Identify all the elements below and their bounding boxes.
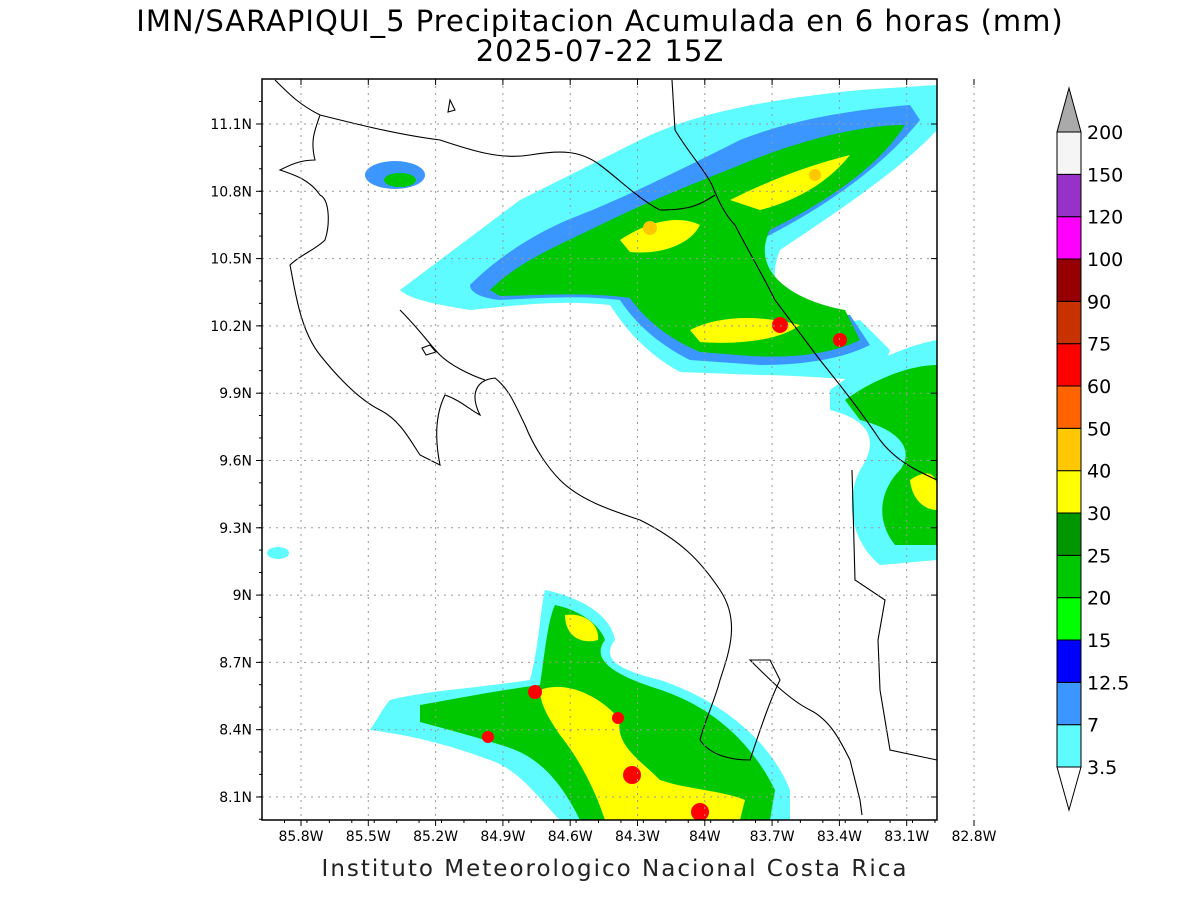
- border-pan: [851, 469, 937, 761]
- colorbar-label: 40: [1087, 461, 1111, 483]
- lat-tick-label: 9.9N: [219, 386, 252, 402]
- lon-axis-labels: 85.8W 85.5W 85.2W 84.9W 84.6W 84.3W 84W 83.7W 83…: [278, 829, 996, 845]
- tick-marks: [256, 79, 975, 826]
- nicaragua-costa-rica-coast: [274, 79, 863, 816]
- lat-tick-label: 10.8N: [210, 184, 252, 200]
- colorbar-label: 100: [1087, 249, 1123, 271]
- precip-cell-nw-core: [384, 173, 416, 187]
- colorbar-top-triangle: [1056, 86, 1082, 133]
- credit-text: Instituto Meteorologico Nacional Costa R…: [321, 856, 909, 882]
- colorbar-label: 120: [1087, 207, 1123, 229]
- coastlines: [274, 79, 937, 816]
- lat-tick-label: 9.6N: [219, 454, 252, 470]
- colorbar-label: 20: [1087, 588, 1111, 610]
- lon-tick-label: 83.4W: [817, 829, 862, 845]
- lon-tick-label: 85.2W: [413, 829, 458, 845]
- lat-tick-label: 11.1N: [210, 117, 252, 133]
- precip-area-se-yellow: [910, 473, 937, 510]
- precip-max-north-2: [772, 317, 788, 333]
- precip-area-south-yellow: [540, 614, 745, 820]
- colorbar-box: [1056, 681, 1082, 726]
- colorbar-label: 75: [1087, 334, 1111, 356]
- colorbar-label: 200: [1087, 122, 1123, 144]
- lat-tick-label: 8.7N: [219, 655, 252, 671]
- colorbar-box: [1056, 597, 1082, 641]
- lon-tick-label: 83.7W: [750, 829, 795, 845]
- lat-tick-label: 9.3N: [219, 521, 252, 537]
- border-nic: [319, 114, 716, 211]
- colorbar-box: [1056, 300, 1082, 345]
- colorbar-box: [1056, 639, 1082, 683]
- nicoya-gulf-coast: [399, 309, 486, 381]
- map-title: IMN/SARAPIQUI_5 Precipitacion Acumulada …: [136, 4, 1064, 38]
- plot-frame: [261, 78, 938, 821]
- lat-tick-label: 9N: [233, 588, 252, 604]
- colorbar-box: [1056, 131, 1082, 175]
- colorbar-label: 90: [1087, 291, 1111, 313]
- precip-max-north-1: [643, 221, 657, 235]
- colorbar-label: 12.5: [1087, 672, 1129, 694]
- lat-tick-label: 10.5N: [210, 252, 252, 268]
- lon-tick-label: 84.9W: [480, 829, 525, 845]
- colorbar-label: 25: [1087, 545, 1111, 567]
- lon-tick-label: 83.1W: [884, 829, 929, 845]
- precip-max-south-2: [623, 766, 641, 784]
- lon-tick-label: 84W: [689, 829, 721, 845]
- precip-cell-w: [267, 547, 289, 559]
- colorbar-label: 3.5: [1087, 757, 1117, 779]
- map-subtitle: 2025-07-22 15Z: [475, 34, 725, 68]
- colorbar-box: [1056, 343, 1082, 387]
- colorbar-box: [1056, 258, 1082, 302]
- precip-max-north-4: [809, 169, 821, 181]
- precip-max-south-5: [482, 731, 494, 743]
- graticule: [262, 79, 975, 820]
- precip-max-south-4: [612, 712, 624, 724]
- lon-tick-label: 85.5W: [346, 829, 391, 845]
- colorbar-label: 7: [1087, 715, 1099, 737]
- lat-tick-label: 8.4N: [219, 723, 252, 739]
- colorbar-box: [1056, 173, 1082, 218]
- colorbar-bottom-triangle: [1056, 766, 1082, 812]
- colorbar-label: 50: [1087, 418, 1111, 440]
- colorbar-label: 15: [1087, 630, 1111, 652]
- colorbar-box: [1056, 724, 1082, 768]
- lat-tick-label: 10.2N: [210, 319, 252, 335]
- caribbean-coast: [671, 79, 937, 481]
- precip-max-north-3: [833, 333, 847, 347]
- islet: [421, 344, 437, 356]
- lon-tick-label: 84.3W: [615, 829, 660, 845]
- precip-area-north-yellow: [620, 155, 850, 343]
- colorbar-box: [1056, 216, 1082, 260]
- lake-nicaragua-islet: [447, 98, 456, 113]
- precip-field: [267, 85, 937, 820]
- lat-axis-labels: 11.1N 10.8N 10.5N 10.2N 9.9N 9.6N 9.3N 9N 8.7N 8.…: [210, 117, 252, 806]
- lon-tick-label: 85.8W: [278, 829, 323, 845]
- precip-max-south-3: [691, 803, 709, 820]
- colorbar-box: [1056, 385, 1082, 429]
- colorbar-label: 60: [1087, 376, 1111, 398]
- lon-tick-label: 84.6W: [548, 829, 593, 845]
- precip-area-se-green: [845, 365, 937, 545]
- colorbar-label: 30: [1087, 503, 1111, 525]
- colorbar-box: [1056, 554, 1082, 599]
- colorbar-box: [1056, 512, 1082, 556]
- colorbar-box: [1056, 470, 1082, 514]
- colorbar: 3.5 7 12.5 15 20 25 30 40 50 60 75 90 100 120 150 200: [1056, 86, 1129, 812]
- colorbar-label: 150: [1087, 164, 1123, 186]
- lat-tick-label: 8.1N: [219, 790, 252, 806]
- colorbar-box: [1056, 427, 1082, 472]
- lon-tick-label: 82.8W: [951, 829, 996, 845]
- precip-max-south-1: [528, 685, 542, 699]
